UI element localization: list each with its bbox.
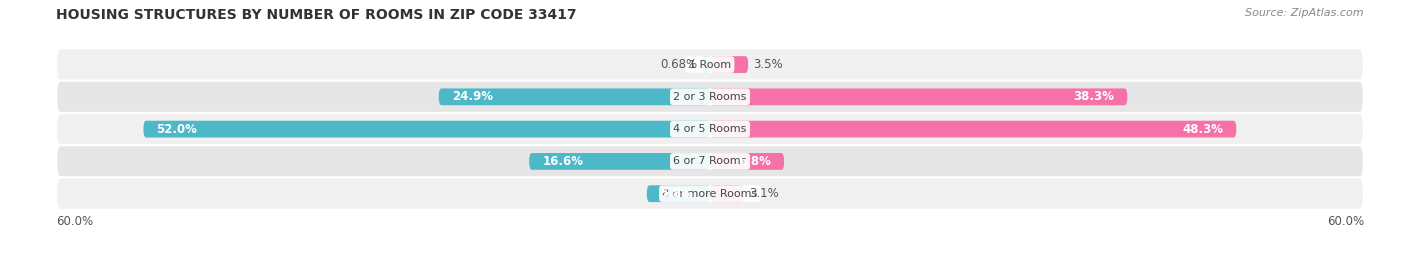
- FancyBboxPatch shape: [647, 185, 710, 202]
- Text: 6 or 7 Rooms: 6 or 7 Rooms: [673, 156, 747, 167]
- Text: 60.0%: 60.0%: [1327, 215, 1364, 228]
- FancyBboxPatch shape: [56, 48, 1364, 81]
- Text: 4 or 5 Rooms: 4 or 5 Rooms: [673, 124, 747, 134]
- FancyBboxPatch shape: [56, 145, 1364, 178]
- FancyBboxPatch shape: [529, 153, 710, 170]
- FancyBboxPatch shape: [56, 178, 1364, 210]
- Text: 1 Room: 1 Room: [689, 59, 731, 70]
- FancyBboxPatch shape: [710, 185, 744, 202]
- Text: Source: ZipAtlas.com: Source: ZipAtlas.com: [1246, 8, 1364, 18]
- Text: 6.8%: 6.8%: [738, 155, 770, 168]
- Text: 2 or 3 Rooms: 2 or 3 Rooms: [673, 92, 747, 102]
- Text: 8 or more Rooms: 8 or more Rooms: [662, 189, 758, 199]
- FancyBboxPatch shape: [56, 113, 1364, 145]
- FancyBboxPatch shape: [710, 121, 1236, 137]
- Text: 60.0%: 60.0%: [56, 215, 93, 228]
- FancyBboxPatch shape: [439, 89, 710, 105]
- Text: 3.1%: 3.1%: [749, 187, 779, 200]
- FancyBboxPatch shape: [710, 89, 1128, 105]
- Text: HOUSING STRUCTURES BY NUMBER OF ROOMS IN ZIP CODE 33417: HOUSING STRUCTURES BY NUMBER OF ROOMS IN…: [56, 8, 576, 22]
- Text: 16.6%: 16.6%: [543, 155, 583, 168]
- Text: 3.5%: 3.5%: [754, 58, 783, 71]
- Text: 52.0%: 52.0%: [156, 123, 197, 136]
- FancyBboxPatch shape: [710, 153, 785, 170]
- FancyBboxPatch shape: [143, 121, 710, 137]
- Text: 24.9%: 24.9%: [451, 90, 492, 103]
- Text: 0.68%: 0.68%: [659, 58, 697, 71]
- Text: 48.3%: 48.3%: [1182, 123, 1223, 136]
- FancyBboxPatch shape: [703, 56, 710, 73]
- FancyBboxPatch shape: [710, 56, 748, 73]
- FancyBboxPatch shape: [56, 81, 1364, 113]
- Text: 5.8%: 5.8%: [659, 187, 693, 200]
- Text: 38.3%: 38.3%: [1073, 90, 1115, 103]
